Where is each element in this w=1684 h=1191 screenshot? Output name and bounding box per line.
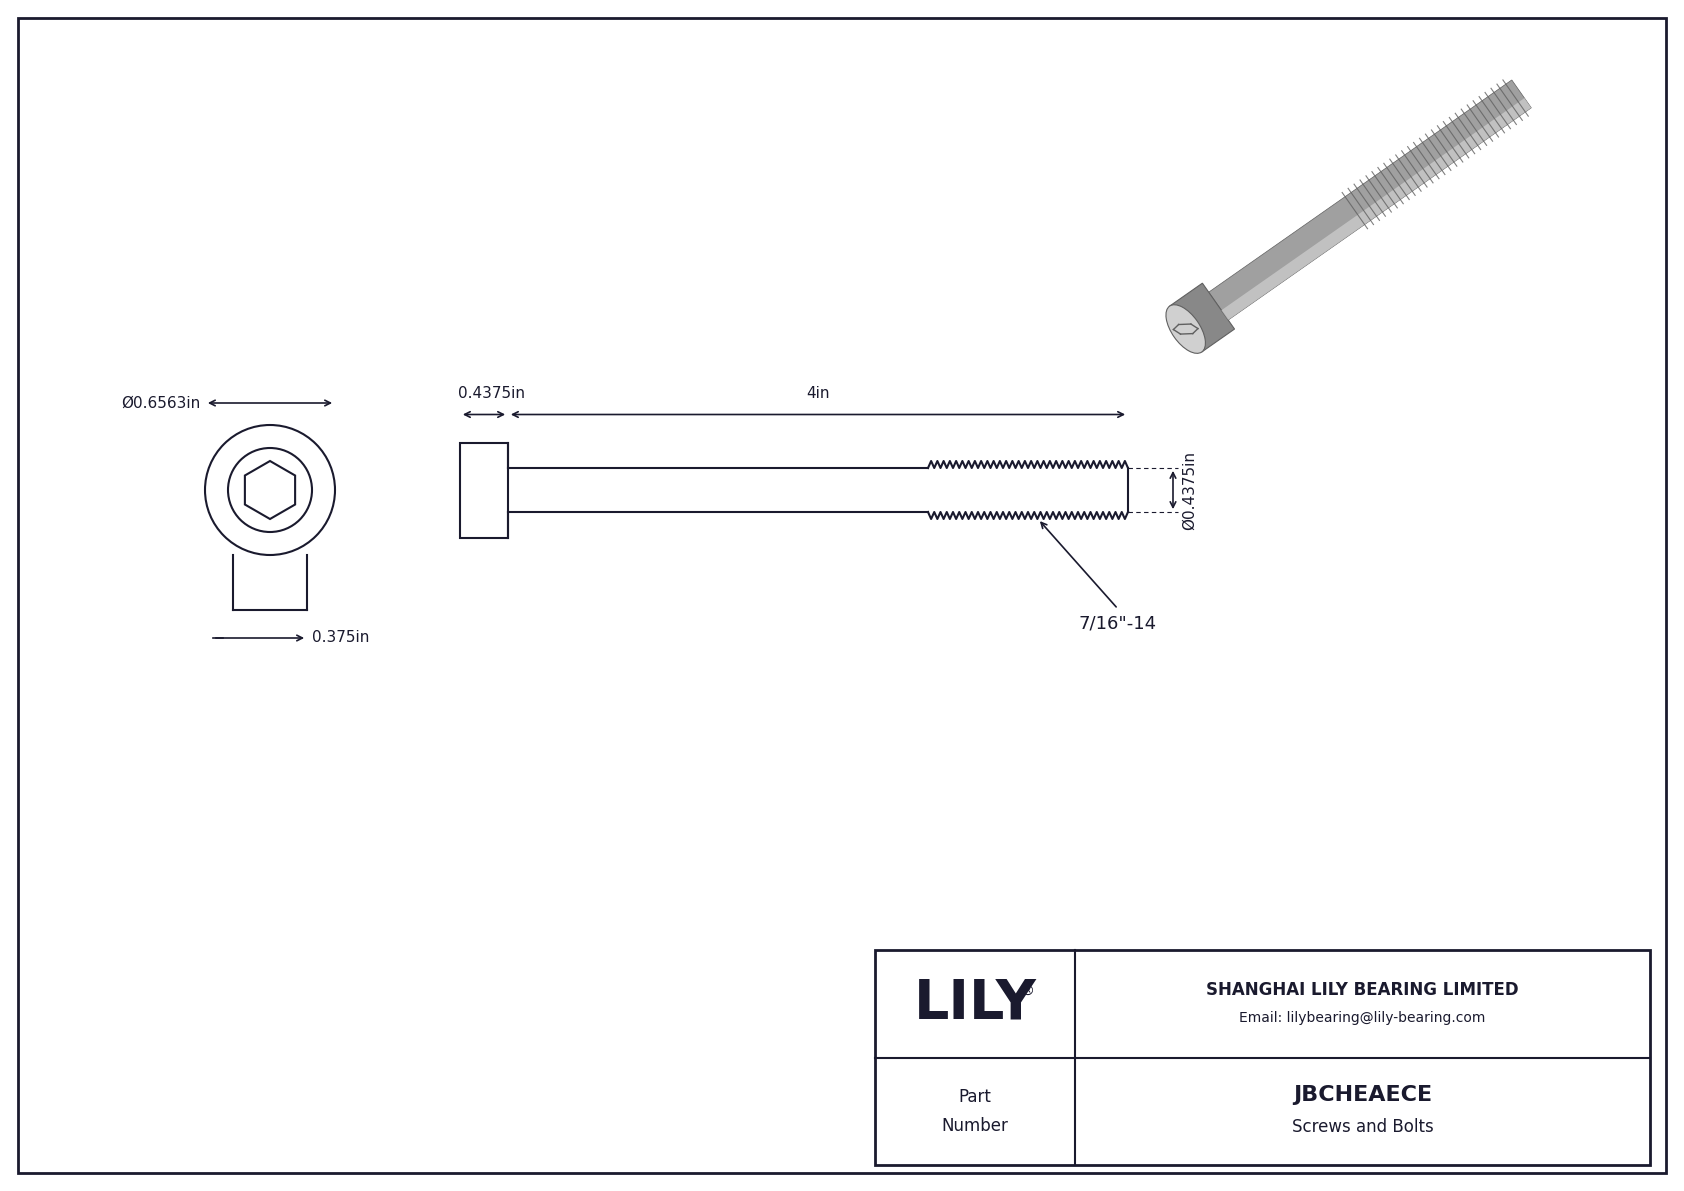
- Ellipse shape: [1165, 305, 1206, 354]
- Text: SHANGHAI LILY BEARING LIMITED: SHANGHAI LILY BEARING LIMITED: [1206, 980, 1519, 999]
- Text: LILY: LILY: [913, 977, 1036, 1030]
- Text: 0.375in: 0.375in: [312, 630, 369, 646]
- Bar: [460, 443, 509, 537]
- Polygon shape: [1209, 80, 1531, 320]
- Polygon shape: [1221, 98, 1531, 320]
- Text: 0.4375in: 0.4375in: [458, 386, 525, 400]
- Polygon shape: [1170, 283, 1234, 353]
- Text: Screws and Bolts: Screws and Bolts: [1292, 1118, 1433, 1136]
- Text: JBCHEAECE: JBCHEAECE: [1293, 1085, 1431, 1105]
- Text: 7/16"-14: 7/16"-14: [1079, 615, 1157, 632]
- Text: Email: lilybearing@lily-bearing.com: Email: lilybearing@lily-bearing.com: [1239, 1011, 1485, 1024]
- Text: ®: ®: [1021, 985, 1034, 999]
- Text: Ø0.4375in: Ø0.4375in: [1182, 450, 1197, 530]
- Bar: [876, 950, 1650, 1165]
- Text: Part
Number: Part Number: [941, 1087, 1009, 1135]
- Text: 4in: 4in: [807, 386, 830, 400]
- Text: Ø0.6563in: Ø0.6563in: [121, 395, 200, 411]
